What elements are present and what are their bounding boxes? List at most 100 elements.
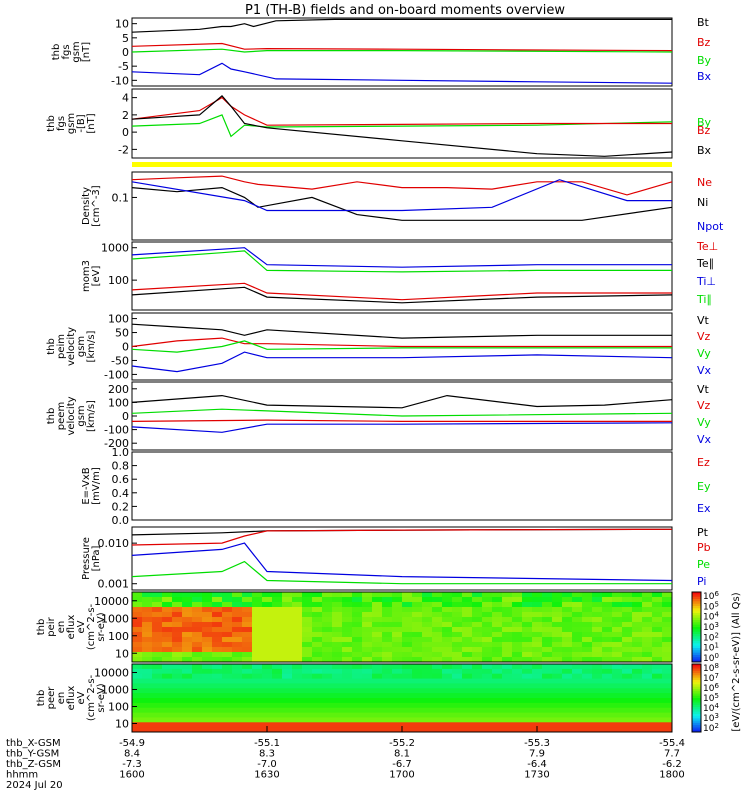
x-row-value: 7.9 xyxy=(529,749,545,760)
spectrogram-cell xyxy=(142,673,153,680)
spectrogram-cell xyxy=(342,673,353,680)
spectrogram-cell xyxy=(552,637,563,643)
spectrogram-cell xyxy=(562,647,573,653)
colorbar-segment xyxy=(692,615,701,619)
spectrogram-cell xyxy=(522,637,533,643)
colorbar-segment xyxy=(692,655,701,658)
spectrogram-cell xyxy=(222,647,233,653)
spectrogram-cell xyxy=(302,722,313,728)
spectrogram-cell xyxy=(222,722,233,728)
spectrogram-cell xyxy=(222,698,233,704)
spectrogram-cell xyxy=(612,632,623,638)
spectrogram-cell xyxy=(252,602,263,608)
spectrogram-cell xyxy=(512,698,523,704)
spectrogram-cell xyxy=(532,637,543,643)
spectrogram-cell xyxy=(162,647,173,653)
spectrogram-cell xyxy=(482,712,493,718)
spectrogram-cell xyxy=(242,707,253,714)
spectrogram-cell xyxy=(552,664,563,670)
spectrogram-cell xyxy=(382,597,393,603)
spectrogram-cell xyxy=(542,602,553,608)
colorbar-segment xyxy=(692,664,701,667)
spectrogram-cell xyxy=(292,602,303,608)
spectrogram-cell xyxy=(302,642,313,648)
y-axis-label-line: thb xyxy=(36,690,47,707)
spectrogram-cell xyxy=(502,647,513,653)
spectrogram-cell xyxy=(662,712,673,718)
spectrogram-cell xyxy=(512,678,523,684)
spectrogram-cell xyxy=(292,632,303,638)
spectrogram-cell xyxy=(542,632,553,638)
spectrogram-cell xyxy=(222,612,233,618)
spectrogram-cell xyxy=(482,657,493,663)
spectrogram-cell xyxy=(302,607,313,613)
y-tick-label: 0 xyxy=(122,126,129,139)
spectrogram-cell xyxy=(302,712,313,718)
spectrogram-cell xyxy=(552,622,563,628)
spectrogram-cell xyxy=(562,707,573,714)
spectrogram-cell xyxy=(242,673,253,680)
colorbar-segment xyxy=(692,709,701,713)
spectrogram-cell xyxy=(442,683,453,689)
spectrogram-cell xyxy=(392,607,403,613)
spectrogram-cell xyxy=(512,612,523,618)
spectrogram-cell xyxy=(222,607,233,613)
spectrogram-cell xyxy=(452,637,463,643)
spectrogram-cell xyxy=(542,607,553,613)
colorbar-segment xyxy=(692,691,701,694)
spectrogram-cell xyxy=(452,707,463,714)
spectrogram-cell xyxy=(412,702,423,709)
spectrogram-cell xyxy=(592,627,603,633)
spectrogram-cell xyxy=(382,647,393,653)
spectrogram-cell xyxy=(632,717,643,723)
spectrogram-cell xyxy=(202,698,213,704)
spectrogram-cell xyxy=(652,637,663,643)
colorbar-segment xyxy=(692,634,701,637)
spectrogram-cell xyxy=(512,668,523,675)
series-line-Vx xyxy=(131,351,673,373)
spectrogram-cell xyxy=(542,673,553,680)
spectrogram-cell xyxy=(412,642,423,648)
spectrogram-cell xyxy=(652,642,663,648)
spectrogram-cell xyxy=(542,678,553,684)
spectrogram-cell xyxy=(302,688,313,694)
spectrogram-cell xyxy=(612,698,623,704)
spectrogram-cell xyxy=(402,637,413,643)
spectrogram-cell xyxy=(302,592,313,598)
spectrogram-cell xyxy=(622,683,633,689)
spectrogram-cell xyxy=(292,607,303,613)
spectrogram-cell xyxy=(272,607,283,613)
spectrogram-cell xyxy=(152,668,163,675)
spectrogram-cell xyxy=(152,597,163,603)
spectrogram-cell xyxy=(302,683,313,689)
colorbar-segment xyxy=(692,620,701,623)
spectrogram-cell xyxy=(502,664,513,670)
legend-entry: Vt xyxy=(697,314,710,327)
spectrogram-cell xyxy=(312,707,323,714)
spectrogram-cell xyxy=(332,688,343,694)
y-axis-label-line: gsm xyxy=(66,113,77,134)
spectrogram-cell xyxy=(302,668,313,675)
spectrogram-cell xyxy=(282,622,293,628)
y-axis-label-line: peer xyxy=(46,686,57,710)
spectrogram-cell xyxy=(232,627,243,633)
legend-entry: Ez xyxy=(697,456,710,469)
colorbar-tick-label: 106 xyxy=(703,590,719,602)
spectrogram-cell xyxy=(182,597,193,603)
spectrogram-cell xyxy=(562,693,573,699)
y-tick-label: 10 xyxy=(115,18,129,31)
spectrogram-cell xyxy=(312,693,323,699)
spectrogram-cell xyxy=(652,693,663,699)
spectrogram-cell xyxy=(612,627,623,633)
spectrogram-cell xyxy=(292,693,303,699)
spectrogram-cell xyxy=(492,702,503,709)
y-tick-label: 1.0 xyxy=(112,446,130,459)
spectrogram-cell xyxy=(152,727,163,733)
spectrogram-cell xyxy=(172,707,183,714)
spectrogram-cell xyxy=(642,707,653,714)
spectrogram-cell xyxy=(152,647,163,653)
spectrogram-cell xyxy=(662,612,673,618)
spectrogram-cell xyxy=(472,657,483,663)
spectrogram-cell xyxy=(602,647,613,653)
spectrogram-cell xyxy=(412,632,423,638)
